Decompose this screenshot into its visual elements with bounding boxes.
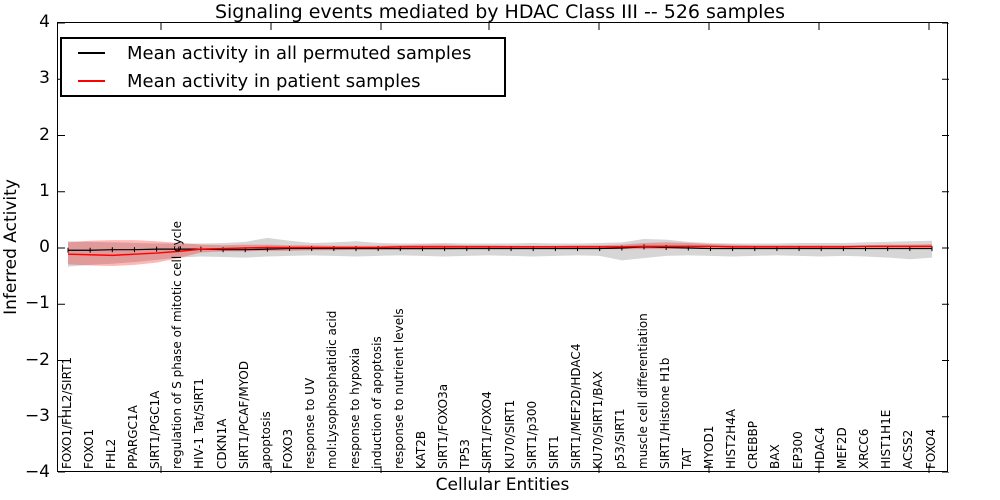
legend: Mean activity in all permuted samples Me…: [60, 37, 506, 97]
permuted-band: [68, 237, 932, 267]
x-tick-label: KU70/SIRT1: [502, 399, 517, 469]
legend-label-permuted: Mean activity in all permuted samples: [127, 42, 472, 64]
x-tick-label: SIRT1/MEF2D/HDAC4: [569, 343, 584, 469]
x-tick-label: apoptosis: [258, 411, 273, 469]
x-tick-label: FOXO3: [281, 428, 296, 469]
x-tick-label: SIRT1/PGC1A: [148, 390, 163, 469]
x-tick-label: FOXO1/FHL2/SIRT1: [59, 356, 74, 469]
y-tick-label: −4: [24, 462, 50, 482]
x-tick-label: KU70/SIRT1/BAX: [591, 371, 606, 469]
x-tick-label: TAT: [679, 447, 694, 469]
patient-mean-line: [67, 245, 932, 257]
x-tick-label: p53/SIRT1: [613, 408, 628, 469]
y-axis-label: Inferred Activity: [1, 179, 21, 315]
x-tick-label: regulation of S phase of mitotic cell cy…: [170, 221, 185, 469]
y-tick-label: 0: [39, 237, 50, 257]
x-tick-label: HDAC4: [812, 426, 827, 469]
x-tick-label: MEF2D: [834, 427, 849, 469]
y-tick-label: 1: [39, 180, 50, 201]
x-tick-label: MYOD1: [701, 425, 716, 469]
x-tick-label: SIRT1/FOXO3a: [436, 383, 451, 469]
x-tick-label: SIRT1: [546, 435, 561, 469]
x-tick-label: FOXO4: [923, 428, 938, 469]
y-tick-label: 4: [39, 12, 50, 32]
x-tick-label: FOXO1: [81, 428, 96, 469]
x-tick-label: PPARGC1A: [125, 405, 140, 469]
x-tick-label: TP53: [458, 439, 473, 469]
x-tick-label: SIRT1/Histone H1b: [657, 357, 672, 469]
x-tick-label: SIRT1/FOXO4: [480, 391, 495, 469]
permuted-line-sample-icon: [78, 52, 105, 54]
y-axis-label-area: Inferred Activity: [1, 179, 21, 315]
x-tick-label: ACSS2: [901, 429, 916, 469]
y-tick-label: −2: [24, 349, 50, 370]
chart-title: Signaling events mediated by HDAC Class …: [214, 1, 786, 23]
x-tick-label: mol:Lysophosphatidic acid: [325, 310, 340, 469]
x-tick-label: BAX: [768, 444, 783, 469]
y-tick-label: 2: [39, 124, 50, 145]
x-tick-label: induction of apoptosis: [369, 336, 384, 469]
x-tick-label: FHL2: [103, 438, 118, 469]
x-tick-label: CREBBP: [746, 421, 761, 469]
x-tick-label: SIRT1/p300: [524, 400, 539, 469]
plot-area: [57, 22, 949, 473]
x-tick-label: HIV-1 Tat/SIRT1: [192, 378, 207, 469]
x-tick-label: EP300: [790, 431, 805, 469]
plot-canvas: [58, 23, 949, 473]
y-tick-label: −1: [24, 293, 50, 314]
x-tick-label: XRCC6: [857, 428, 872, 469]
x-tick-label: muscle cell differentiation: [635, 313, 650, 469]
x-tick-label: response to hypoxia: [347, 347, 362, 469]
legend-item-patient: Mean activity in patient samples: [62, 67, 504, 95]
x-tick-label: CDKN1A: [214, 418, 229, 469]
x-tick-label: response to UV: [303, 377, 318, 469]
legend-item-permuted: Mean activity in all permuted samples: [62, 39, 504, 67]
x-tick-label: KAT2B: [413, 430, 428, 469]
x-tick-label: HIST1H1E: [879, 409, 894, 469]
y-tick-label: 3: [39, 68, 50, 89]
legend-label-patient: Mean activity in patient samples: [127, 70, 421, 92]
x-tick-label: HIST2H4A: [724, 408, 739, 469]
x-tick-label: response to nutrient levels: [391, 308, 406, 469]
y-tick-label: −3: [24, 405, 50, 426]
patient-line-sample-icon: [78, 80, 105, 82]
x-tick-label: SIRT1/PCAF/MYOD: [236, 360, 251, 469]
x-axis-label: Cellular Entities: [435, 475, 570, 495]
